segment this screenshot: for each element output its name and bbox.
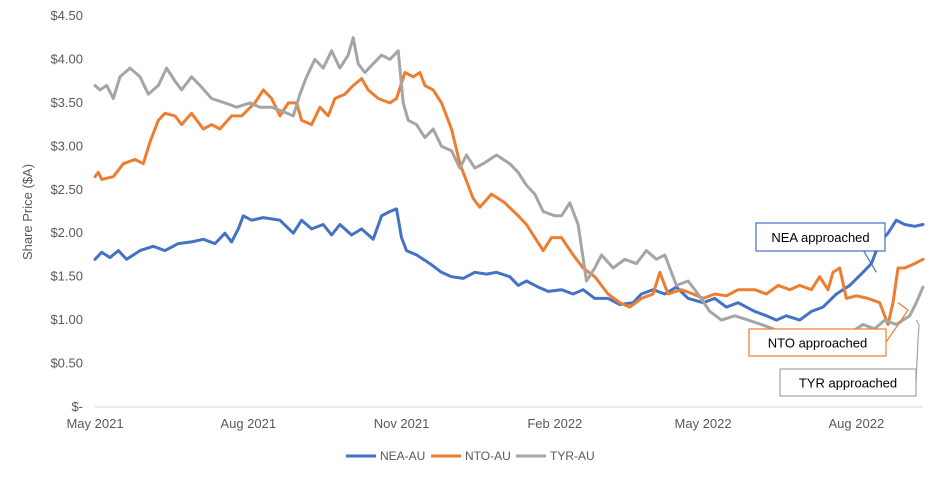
legend-item-tyr-au: TYR-AU	[516, 449, 595, 463]
series-line-tyr-au	[93, 36, 925, 357]
x-tick-label: Nov 2021	[374, 416, 430, 431]
y-axis-title: Share Price ($A)	[20, 164, 35, 260]
y-axis-ticks: $- $0.50 $1.00 $1.50 $2.00 $2.50 $3.00 $3.50 $4.…	[50, 8, 83, 414]
annotation-leader-line	[915, 319, 920, 384]
y-tick-label: $3.00	[50, 138, 83, 153]
x-tick-label: Feb 2022	[527, 416, 582, 431]
x-tick-label: Aug 2022	[829, 416, 885, 431]
legend: NEA-AU NTO-AU TYR-AU	[346, 449, 595, 463]
y-tick-label: $1.50	[50, 269, 83, 284]
y-tick-label: $2.50	[50, 182, 83, 197]
legend-label: TYR-AU	[550, 449, 595, 463]
y-tick-label: $-	[71, 399, 83, 414]
annotation-box	[748, 328, 887, 357]
annotation-leader-line	[885, 302, 909, 343]
annotations: NEA approached NTO approached TYR approach…	[748, 222, 920, 397]
y-tick-label: $0.50	[50, 356, 83, 371]
legend-item-nto-au: NTO-AU	[431, 449, 511, 463]
series-line-nto-au	[93, 71, 925, 326]
x-tick-label: May 2021	[66, 416, 123, 431]
annotation-label: TYR approached	[799, 376, 897, 391]
series-lines	[93, 36, 925, 357]
x-axis-ticks: May 2021 Aug 2021 Nov 2021 Feb 2022 May 2022…	[66, 416, 884, 431]
y-tick-label: $4.50	[50, 8, 83, 23]
annotation-box	[755, 222, 886, 252]
x-tick-label: Aug 2021	[220, 416, 276, 431]
annotation-box	[779, 368, 917, 397]
legend-label: NEA-AU	[380, 449, 425, 463]
legend-item-nea-au: NEA-AU	[346, 449, 425, 463]
annotation-nea: NEA approached	[755, 222, 886, 273]
annotation-nto: NTO approached	[748, 302, 909, 357]
y-tick-label: $3.50	[50, 95, 83, 110]
y-tick-label: $2.00	[50, 225, 83, 240]
series-line-nea-au	[93, 207, 925, 322]
x-tick-label: May 2022	[675, 416, 732, 431]
y-tick-label: $1.00	[50, 312, 83, 327]
legend-label: NTO-AU	[465, 449, 511, 463]
annotation-label: NEA approached	[771, 230, 869, 245]
annotation-tyr: TYR approached	[779, 319, 920, 397]
y-tick-label: $4.00	[50, 51, 83, 66]
annotation-label: NTO approached	[768, 336, 868, 351]
